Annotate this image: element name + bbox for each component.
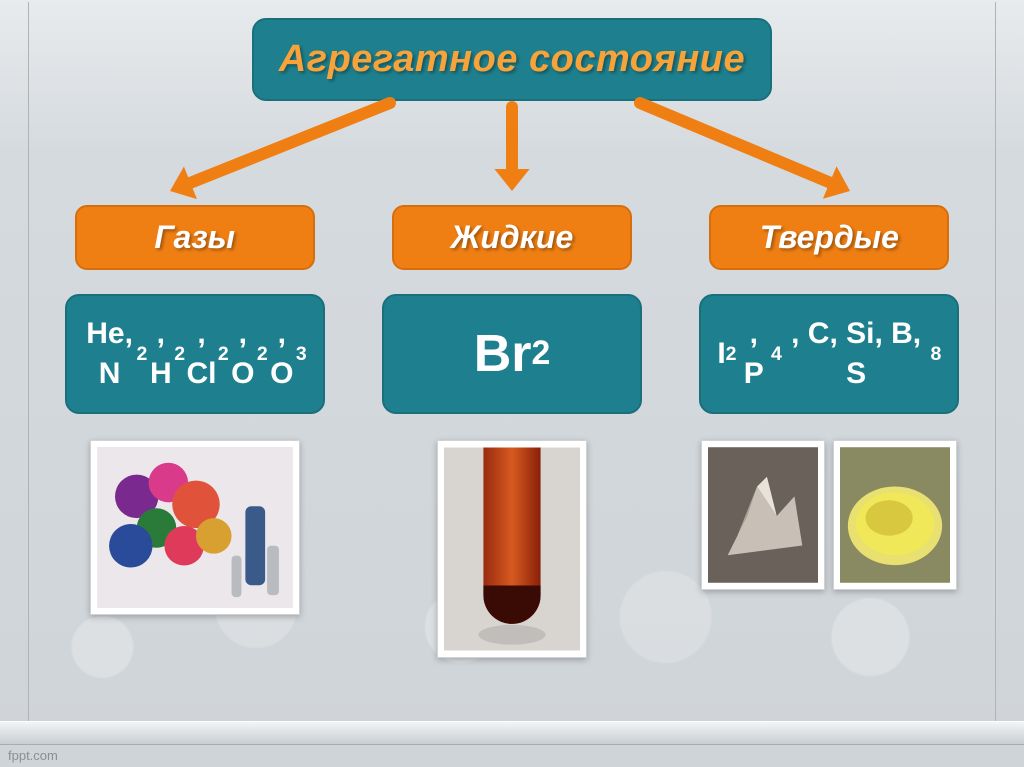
image-sulfur bbox=[833, 440, 957, 590]
title-box: Агрегатное состояние bbox=[252, 18, 772, 101]
category-box-gases: Газы bbox=[75, 205, 315, 270]
column-gases: Газы He, N2, H2, Cl2, O2, O3 bbox=[56, 205, 333, 658]
columns: Газы He, N2, H2, Cl2, O2, O3 bbox=[0, 205, 1024, 658]
category-label: Жидкие bbox=[451, 219, 574, 255]
category-box-solid: Твердые bbox=[709, 205, 949, 270]
category-label: Твердые bbox=[760, 219, 899, 255]
category-label: Газы bbox=[154, 219, 235, 255]
arrows-container bbox=[0, 95, 1024, 205]
formula-box-liquid: Br2 bbox=[382, 294, 642, 414]
balloons-icon bbox=[97, 447, 293, 608]
column-liquid: Жидкие Br2 bbox=[373, 205, 650, 658]
image-iodine-crystals bbox=[701, 440, 825, 590]
sulfur-icon bbox=[840, 447, 950, 583]
arrows-svg bbox=[0, 95, 1024, 205]
formula-box-solid: I2, P4, C, Si, B, S8 bbox=[699, 294, 959, 414]
vial-icon bbox=[444, 447, 580, 651]
image-row-gases bbox=[65, 440, 325, 615]
title-text: Агрегатное состояние bbox=[279, 38, 745, 80]
category-box-liquid: Жидкие bbox=[392, 205, 632, 270]
formula-box-gases: He, N2, H2, Cl2, O2, O3 bbox=[65, 294, 325, 414]
crystals-icon bbox=[708, 447, 818, 583]
column-solid: Твердые I2, P4, C, Si, B, S8 bbox=[691, 205, 968, 658]
image-bromine-vial bbox=[437, 440, 587, 658]
image-balloons bbox=[90, 440, 300, 615]
image-row-liquid bbox=[382, 440, 642, 658]
image-row-solid bbox=[699, 440, 959, 590]
slide-content: Агрегатное состояние Газы He, N2, H2, Cl… bbox=[0, 0, 1024, 767]
